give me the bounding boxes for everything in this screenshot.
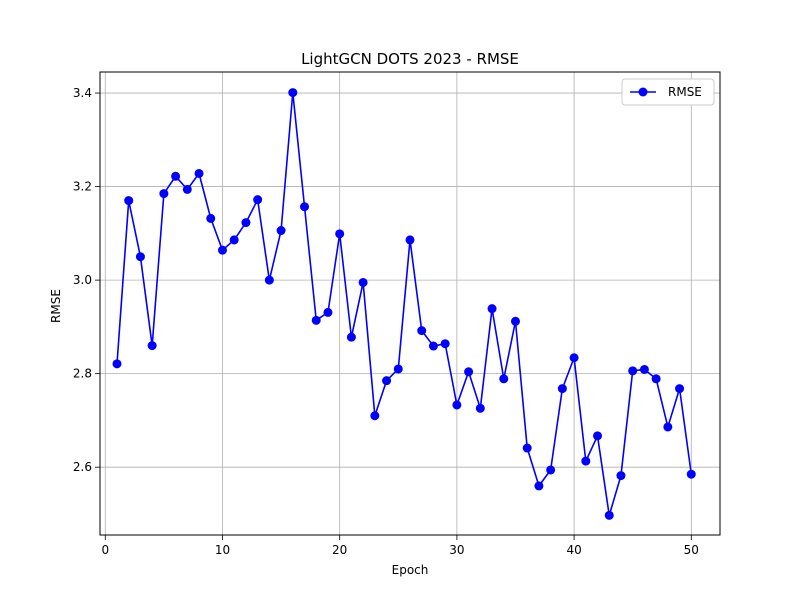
rmse-data-point bbox=[405, 235, 415, 245]
x-tick-label: 30 bbox=[449, 543, 464, 557]
rmse-data-point bbox=[300, 202, 310, 212]
legend-box bbox=[621, 78, 715, 106]
x-tick-label: 0 bbox=[101, 543, 109, 557]
x-tick-label: 40 bbox=[566, 543, 581, 557]
rmse-data-point bbox=[581, 456, 591, 466]
rmse-series-line bbox=[116, 91, 693, 517]
rmse-data-point bbox=[593, 431, 603, 441]
rmse-data-point bbox=[452, 400, 462, 410]
rmse-data-point bbox=[675, 384, 685, 394]
chart-title: LightGCN DOTS 2023 - RMSE bbox=[301, 50, 519, 68]
y-tick-label: 3.0 bbox=[73, 273, 92, 287]
x-axis-label: Epoch bbox=[392, 563, 429, 577]
plot-background bbox=[100, 72, 720, 535]
rmse-data-point bbox=[288, 88, 298, 98]
rmse-data-point bbox=[335, 229, 345, 239]
rmse-data-point bbox=[370, 411, 380, 421]
y-tick-label: 2.8 bbox=[73, 367, 92, 381]
rmse-data-point bbox=[124, 196, 134, 206]
rmse-data-point bbox=[206, 213, 216, 223]
rmse-data-point bbox=[147, 341, 157, 351]
rmse-data-point bbox=[182, 184, 192, 194]
rmse-data-point bbox=[604, 510, 614, 520]
rmse-data-point bbox=[487, 304, 497, 314]
rmse-data-point bbox=[499, 374, 509, 384]
rmse-data-point bbox=[253, 195, 263, 205]
rmse-data-point bbox=[546, 465, 556, 475]
rmse-data-point bbox=[382, 376, 392, 386]
rmse-data-point bbox=[616, 471, 626, 481]
rmse-data-point bbox=[464, 367, 474, 377]
grid-lines bbox=[100, 72, 720, 535]
rmse-data-point bbox=[417, 326, 427, 336]
rmse-data-point bbox=[393, 364, 403, 374]
legend: RMSE bbox=[621, 78, 715, 106]
rmse-data-point bbox=[358, 277, 368, 287]
rmse-data-point bbox=[686, 469, 696, 479]
rmse-data-point bbox=[557, 384, 567, 394]
rmse-data-point bbox=[159, 189, 169, 199]
y-axis: 2.6 2.8 3.0 3.2 3.4 bbox=[73, 86, 100, 474]
legend-label: RMSE bbox=[668, 85, 702, 99]
rmse-data-point bbox=[276, 226, 286, 236]
rmse-data-point bbox=[510, 316, 520, 326]
plot-frame bbox=[99, 71, 721, 536]
rmse-data-point bbox=[241, 218, 251, 228]
rmse-data-point bbox=[171, 171, 181, 181]
x-tick-label: 10 bbox=[215, 543, 230, 557]
y-axis-label: RMSE bbox=[49, 289, 63, 323]
plot-area bbox=[99, 71, 721, 536]
rmse-data-point bbox=[522, 443, 532, 453]
x-axis: 0 10 20 30 40 50 bbox=[101, 535, 699, 557]
rmse-data-point bbox=[651, 374, 661, 384]
rmse-data-point bbox=[534, 481, 544, 491]
rmse-data-point bbox=[569, 353, 579, 363]
rmse-data-point bbox=[217, 245, 227, 255]
rmse-data-point bbox=[639, 364, 649, 374]
series-layer bbox=[112, 88, 696, 520]
rmse-data-point bbox=[194, 168, 204, 178]
x-tick-label: 50 bbox=[684, 543, 699, 557]
y-tick-label: 2.6 bbox=[73, 460, 92, 474]
rmse-data-point bbox=[628, 366, 638, 376]
rmse-data-point bbox=[428, 341, 438, 351]
rmse-data-point bbox=[311, 315, 321, 325]
y-tick-label: 3.4 bbox=[73, 86, 92, 100]
rmse-data-point bbox=[346, 332, 356, 342]
rmse-data-point bbox=[112, 359, 122, 369]
rmse-data-point bbox=[135, 252, 145, 262]
rmse-data-point bbox=[323, 307, 333, 317]
rmse-data-point bbox=[264, 275, 274, 285]
y-tick-label: 3.2 bbox=[73, 180, 92, 194]
rmse-data-point bbox=[663, 422, 673, 432]
rmse-data-point bbox=[440, 339, 450, 349]
legend-marker-swatch bbox=[638, 87, 648, 97]
rmse-data-point bbox=[475, 403, 485, 413]
rmse-data-point bbox=[229, 235, 239, 245]
x-tick-label: 20 bbox=[332, 543, 347, 557]
